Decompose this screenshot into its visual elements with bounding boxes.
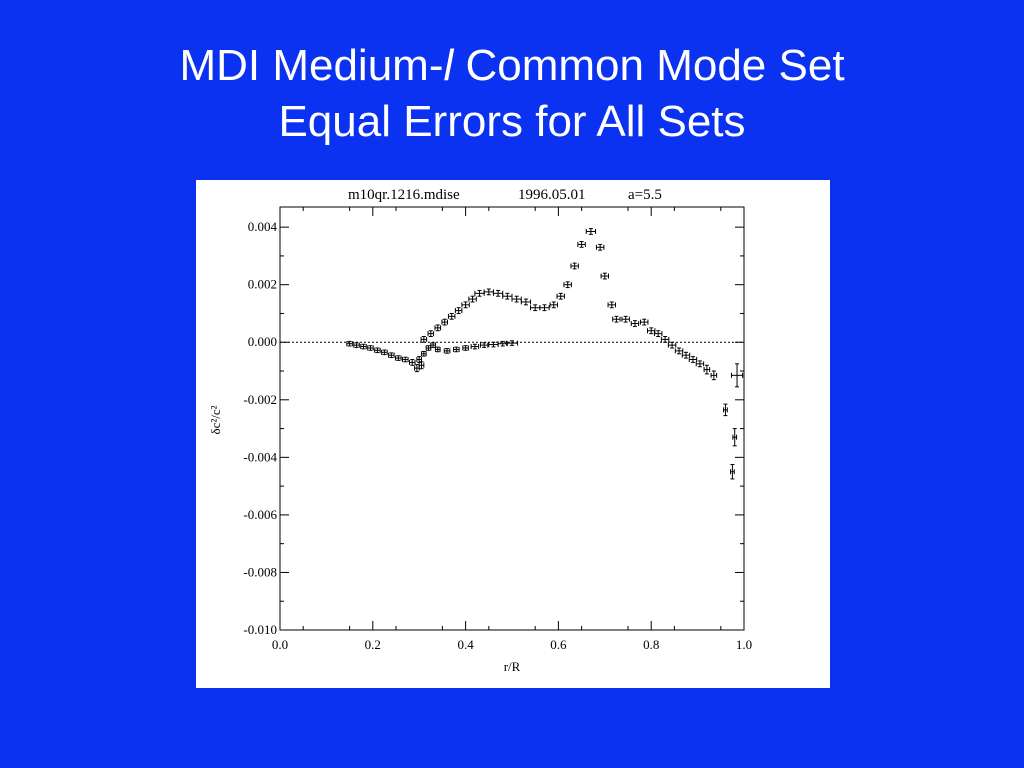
data-point (461, 301, 470, 309)
data-point (479, 342, 489, 348)
x-tick-label: 0.2 (365, 637, 381, 652)
y-tick-label: -0.004 (243, 449, 277, 464)
data-point (453, 346, 460, 353)
data-point (621, 315, 630, 323)
data-point (710, 370, 718, 381)
data-point (353, 342, 360, 348)
chart-header-file: m10qr.1216.mdise (348, 187, 460, 203)
data-point (646, 327, 656, 335)
data-point (688, 356, 698, 363)
data-point (732, 428, 738, 447)
plot-frame (279, 206, 745, 631)
data-point (520, 298, 532, 306)
data-point (674, 347, 684, 355)
data-point (630, 320, 640, 327)
data-point (640, 318, 649, 326)
scatter-plot: m10qr.1216.mdise 1996.05.01 a=5.5 0.0 0.2… (208, 187, 752, 674)
data-point (577, 241, 586, 248)
data-point (468, 295, 477, 303)
data-point (470, 343, 480, 350)
data-point (416, 356, 423, 363)
chart-header-param: a=5.5 (628, 187, 662, 203)
data-point (430, 342, 436, 348)
title-part-pre: MDI Medium- (179, 41, 444, 90)
y-ticks: 0.004 0.002 0.000 -0.002 -0.004 -0.006 -0.008 -… (243, 219, 744, 637)
chart-panel: m10qr.1216.mdise 1996.05.01 a=5.5 0.0 0.2… (196, 180, 830, 688)
data-point (434, 346, 441, 353)
data-point (360, 343, 367, 350)
data-point (730, 363, 744, 388)
data-point (563, 281, 572, 289)
title-part-post: Common Mode Set (453, 41, 845, 90)
data-point (681, 351, 691, 359)
y-tick-label: 0.000 (248, 334, 277, 349)
data-point (367, 345, 374, 351)
data-point (381, 349, 388, 356)
y-tick-label: -0.006 (243, 507, 277, 522)
data-point (420, 335, 428, 343)
data-point (462, 345, 469, 351)
chart-header-date: 1996.05.01 (518, 187, 586, 203)
data-point (667, 341, 677, 349)
data-point (600, 272, 610, 280)
y-tick-label: -0.002 (243, 392, 277, 407)
x-tick-label: 1.0 (736, 637, 752, 652)
title-line-1: MDI Medium-l Common Mode Set (0, 38, 1024, 94)
data-point (612, 315, 621, 323)
x-tick-label: 0.0 (272, 637, 288, 652)
data-point (447, 312, 456, 320)
data-point (401, 356, 409, 363)
data-point (441, 318, 449, 326)
slide-title: MDI Medium-l Common Mode Set Equal Error… (0, 38, 1024, 150)
data-point (505, 340, 519, 346)
data-point (595, 243, 605, 251)
x-tick-label: 0.4 (457, 637, 474, 652)
x-tick-label: 0.8 (643, 637, 659, 652)
data-point (549, 301, 558, 309)
data-point (730, 464, 735, 480)
data-point (454, 307, 463, 314)
x-axis-label: r/R (504, 659, 521, 674)
data-point (488, 341, 499, 348)
data-point (607, 301, 616, 309)
title-part-italic: l (443, 41, 454, 90)
data-point (502, 292, 513, 300)
x-tick-label: 0.6 (550, 637, 567, 652)
data-point (556, 292, 565, 300)
data-point (653, 330, 663, 337)
data-point (421, 350, 427, 357)
data-point (388, 352, 395, 358)
data-points (346, 228, 744, 480)
data-point (414, 364, 420, 373)
y-axis-label: δc²/c² (208, 405, 223, 434)
data-point (492, 289, 504, 297)
data-point (511, 295, 522, 303)
data-point (443, 348, 451, 354)
data-point (425, 345, 432, 351)
data-point (427, 330, 435, 337)
y-tick-label: -0.010 (243, 622, 277, 637)
y-tick-label: 0.002 (248, 277, 277, 292)
title-line-2: Equal Errors for All Sets (278, 97, 746, 146)
y-tick-label: -0.008 (243, 564, 277, 579)
data-point (570, 262, 579, 270)
data-point (497, 340, 508, 347)
data-point (660, 335, 670, 343)
data-point (418, 361, 425, 370)
data-point (474, 289, 485, 297)
data-point (395, 355, 402, 361)
data-point (434, 324, 442, 332)
data-point (483, 288, 494, 296)
y-tick-label: 0.004 (248, 219, 278, 234)
data-point (695, 360, 705, 368)
data-point (585, 228, 597, 235)
x-ticks: 0.0 0.2 0.4 0.6 0.8 1.0 (272, 207, 752, 652)
data-point (346, 340, 353, 347)
data-point (374, 347, 381, 354)
data-point (408, 359, 416, 366)
data-point (723, 403, 728, 417)
data-point (539, 304, 550, 312)
data-point (530, 304, 541, 312)
data-point (703, 364, 711, 375)
